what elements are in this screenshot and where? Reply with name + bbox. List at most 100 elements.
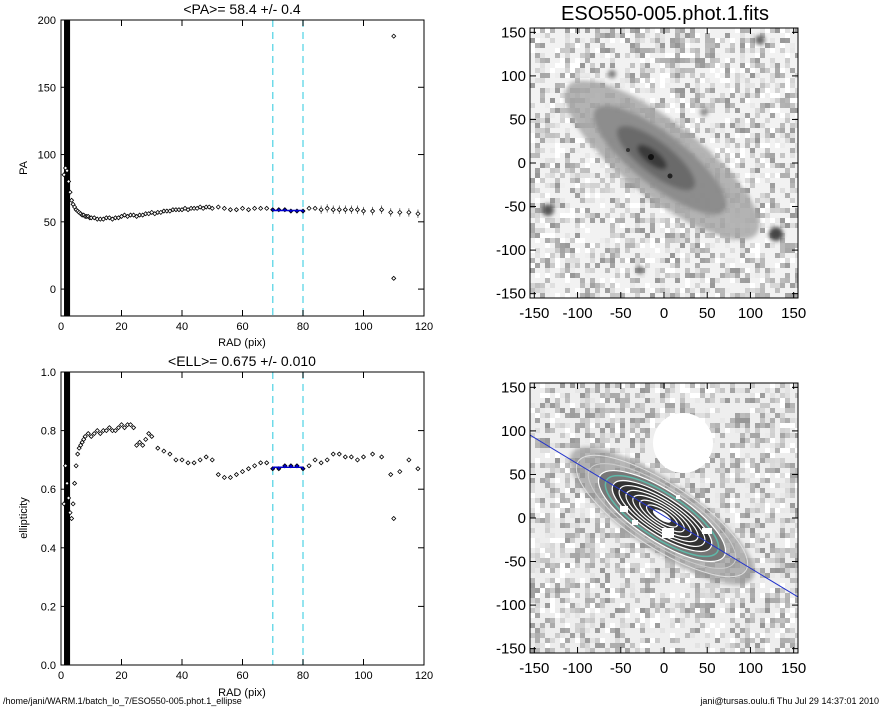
ell-point [185, 460, 191, 466]
pa-title: <PA>= 58.4 +/- 0.4 [183, 1, 300, 17]
contour-ticks: -150 -100 -50 0 50 100 150 150 100 50 0 -50 -100 -150 [496, 379, 806, 677]
pa-point [324, 205, 330, 211]
pa-xlabel: RAD (pix) [218, 337, 266, 349]
ell-point [406, 457, 412, 463]
ell-point [134, 442, 140, 448]
ell-ytick-label: 0.0 [41, 660, 56, 672]
ell-point [94, 428, 100, 434]
ell-point [391, 515, 397, 522]
ell-point [155, 445, 161, 451]
ell-point [415, 466, 421, 472]
image-xtick-label: -150 [519, 660, 549, 677]
pa-point [252, 205, 258, 211]
ell-ytick-label: 0.4 [41, 543, 56, 555]
image-xtick-label: -150 [519, 305, 549, 322]
ell-point [239, 469, 246, 475]
image-xtick-label: 0 [660, 660, 668, 677]
pa-point [227, 207, 233, 213]
image-ytick-label: 0 [518, 155, 526, 172]
ell-point [137, 439, 143, 445]
pa-point [258, 205, 264, 211]
footer-user-date: jani@tursas.oulu.fi Thu Jul 29 14:37:01 … [700, 696, 879, 706]
ell-point [258, 460, 264, 466]
pa-point [336, 207, 342, 213]
ell-point [379, 454, 385, 460]
pa-xtick-label: 80 [297, 321, 309, 333]
ell-inner-bar [64, 372, 71, 665]
ell-point [245, 466, 252, 472]
pa-point [391, 33, 397, 39]
image-xtick-label: 50 [699, 305, 716, 322]
pa-point [318, 207, 324, 213]
pa-point [64, 168, 70, 174]
ell-point [370, 451, 376, 457]
ell-point [62, 463, 69, 469]
image-ytick-label: -100 [496, 242, 526, 259]
pa-ytick-label: 150 [38, 82, 56, 94]
image-ytick-label: -100 [496, 597, 526, 614]
ell-point [131, 425, 137, 431]
image-ticks: -150 -100 -50 0 50 100 150 150 100 50 0 -50 -100 -150 [496, 24, 806, 322]
ell-point [128, 422, 134, 428]
ell-point [324, 457, 330, 463]
ell-xtick-label: 80 [297, 670, 309, 682]
pa-point [221, 205, 227, 211]
ell-ytick-label: 1.0 [41, 367, 56, 379]
image-ytick-label: 150 [501, 379, 526, 396]
ell-point [397, 469, 403, 475]
pa-point [370, 208, 376, 214]
image-xtick-label: 100 [738, 660, 763, 677]
pa-point [330, 207, 336, 213]
galaxy-image [530, 28, 798, 298]
ell-point [197, 457, 203, 463]
image-ytick-label: 50 [509, 466, 526, 483]
ell-point [91, 430, 97, 437]
ell-point [82, 433, 88, 440]
ell-point [149, 433, 155, 440]
ell-xtick-label: 20 [115, 670, 127, 682]
ell-point [342, 454, 348, 460]
ell-point [61, 501, 67, 507]
ell-xtick-label: 60 [236, 670, 248, 682]
ell-point [191, 460, 197, 466]
ell-point [115, 425, 122, 431]
image-title: ESO550-005.phot.1.fits [561, 3, 769, 25]
pa-axes-frame [60, 19, 425, 317]
image-xtick-label: -50 [610, 660, 632, 677]
ell-point [388, 471, 394, 478]
ell-xtick-label: 40 [176, 670, 188, 682]
pa-plot-area [61, 20, 421, 316]
ell-point [85, 430, 91, 437]
ell-point [161, 448, 167, 454]
pa-xtick-label: 60 [236, 321, 248, 333]
pa-ytick-label: 200 [38, 15, 56, 27]
ell-point [146, 430, 152, 437]
pa-xtick-label: 100 [354, 321, 372, 333]
image-ytick-label: 100 [501, 423, 526, 440]
isophote-contours [575, 454, 749, 578]
pa-ylabel: PA [18, 160, 30, 175]
ell-point [70, 501, 76, 507]
pa-xtick-label: 120 [415, 321, 433, 333]
ell-point [73, 463, 79, 469]
ell-ticks: 0 20 40 60 80 100 120 0.0 0.2 0.4 0.6 0.8 1.0 [41, 367, 433, 682]
pa-point [306, 205, 312, 211]
pa-point [215, 204, 221, 210]
pa-point [354, 207, 361, 213]
major-axis-line [530, 434, 798, 598]
ell-point [67, 510, 73, 516]
image-ytick-label: 50 [509, 111, 526, 128]
ell-axes-frame [60, 371, 425, 666]
image-xtick-label: -100 [563, 305, 593, 322]
pa-point [391, 275, 397, 281]
ell-point [121, 425, 128, 431]
ell-panel: <ELL>= 0.675 +/- 0.010 0 20 40 60 80 100 120 0.… [18, 353, 433, 699]
ell-point [72, 480, 78, 486]
pa-point [65, 178, 72, 185]
ell-point [318, 460, 324, 466]
pa-point [379, 207, 385, 213]
ell-point [306, 463, 312, 469]
ell-point [112, 428, 119, 434]
pa-point [239, 205, 246, 211]
pa-point [209, 205, 215, 211]
